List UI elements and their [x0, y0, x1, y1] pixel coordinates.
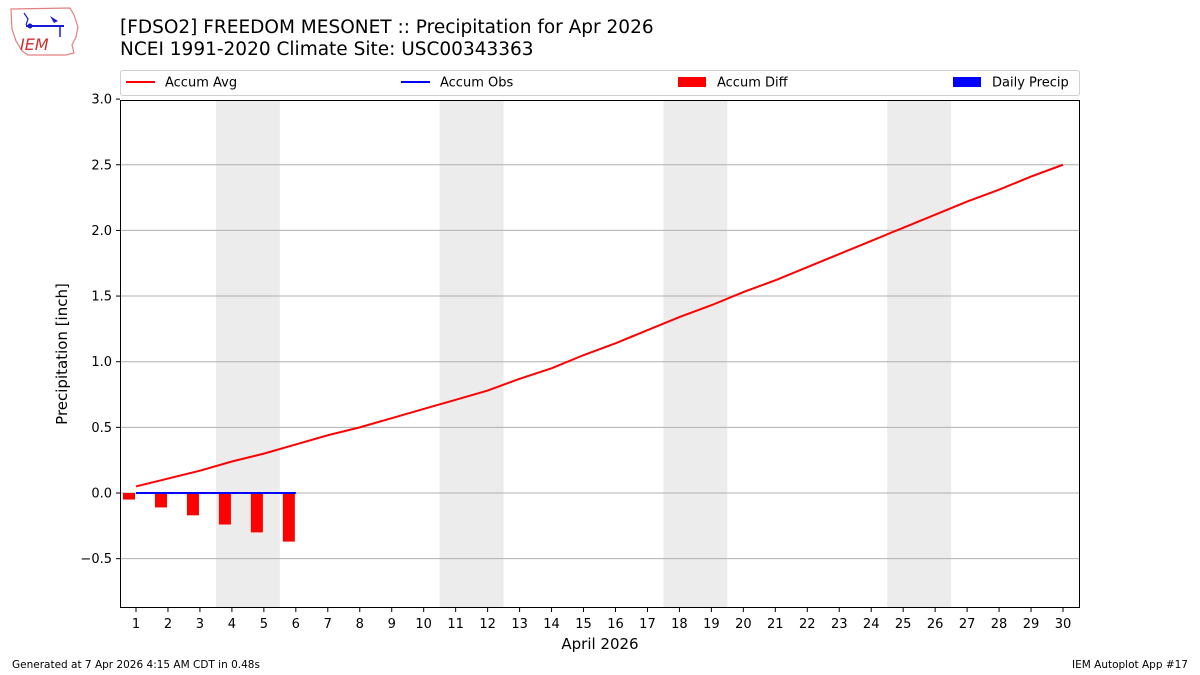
x-tick-label: 23 — [831, 617, 848, 632]
x-tick-label: 17 — [639, 617, 656, 632]
y-tick-label: 1.5 — [91, 290, 112, 305]
x-tick-label: 7 — [324, 617, 332, 632]
x-tick-label: 22 — [799, 617, 816, 632]
y-tick-label: −0.5 — [80, 552, 112, 567]
x-tick-label: 16 — [607, 617, 624, 632]
x-tick-label: 21 — [767, 617, 784, 632]
x-tick-label: 27 — [959, 617, 976, 632]
x-tick-label: 13 — [511, 617, 528, 632]
accum-diff-bar — [154, 493, 167, 508]
grid-lines — [121, 164, 1079, 560]
chart-title-line2: NCEI 1991-2020 Climate Site: USC00343363 — [120, 39, 534, 60]
x-axis-label: April 2026 — [561, 635, 638, 653]
y-tick-label: 0.5 — [91, 421, 112, 436]
x-tick-label: 4 — [228, 617, 236, 632]
app-label: IEM Autoplot App #17 — [1072, 659, 1188, 671]
x-tick-label: 14 — [543, 617, 560, 632]
y-tick-label: 0.0 — [91, 487, 112, 502]
legend-item-daily-precip: Daily Precip — [953, 76, 1069, 91]
x-tick-label: 12 — [479, 617, 496, 632]
y-tick-label: 2.0 — [91, 224, 112, 239]
weekend-shading — [215, 101, 952, 607]
y-tick-label: 3.0 — [91, 93, 112, 108]
accum-avg-line — [135, 163, 1064, 488]
x-tick-label: 6 — [292, 617, 300, 632]
x-tick-label: 11 — [447, 617, 464, 632]
generated-timestamp: Generated at 7 Apr 2026 4:15 AM CDT in 0… — [12, 659, 260, 671]
legend-item-accum-diff: Accum Diff — [678, 76, 789, 91]
x-tick-label: 1 — [132, 617, 140, 632]
iem-logo: IEM — [8, 5, 80, 59]
x-tick-label: 10 — [415, 617, 432, 632]
x-tick-label: 29 — [1023, 617, 1040, 632]
accum-diff-bars — [123, 493, 295, 542]
x-tick-label: 15 — [575, 617, 592, 632]
x-axis-ticks: 1 2 3 4 5 6 7 8 9 10 11 12 13 14 15 16 17 18 19 20 21 22 23 24 2… — [132, 608, 1071, 632]
legend: Accum Avg Accum Obs Accum Diff Daily Precip — [120, 70, 1080, 96]
logo-text: IEM — [20, 35, 49, 54]
weekend-band — [663, 101, 728, 607]
y-axis-label: Precipitation [inch] — [53, 283, 71, 425]
x-tick-label: 28 — [991, 617, 1008, 632]
legend-item-accum-obs: Accum Obs — [401, 76, 513, 91]
svg-text:Accum Obs: Accum Obs — [440, 76, 513, 91]
chart-title: [FDSO2] FREEDOM MESONET :: Precipitation… — [120, 17, 654, 61]
accum-diff-bar — [282, 493, 295, 542]
x-tick-label: 5 — [260, 617, 268, 632]
svg-text:Accum Diff: Accum Diff — [717, 76, 789, 91]
plot-frame — [120, 100, 1080, 608]
x-tick-label: 24 — [863, 617, 880, 632]
x-tick-label: 20 — [735, 617, 752, 632]
x-tick-label: 26 — [927, 617, 944, 632]
x-tick-label: 3 — [196, 617, 204, 632]
svg-text:Daily Precip: Daily Precip — [992, 76, 1069, 91]
x-tick-label: 8 — [356, 617, 364, 632]
x-tick-label: 18 — [671, 617, 688, 632]
weekend-band — [887, 101, 952, 607]
x-tick-label: 25 — [895, 617, 912, 632]
accum-diff-bar — [218, 493, 231, 525]
accum-diff-bar — [186, 493, 199, 516]
svg-text:Accum Avg: Accum Avg — [165, 76, 237, 91]
chart-title-line1: [FDSO2] FREEDOM MESONET :: Precipitation… — [120, 17, 654, 38]
y-tick-label: 1.0 — [91, 355, 112, 370]
y-axis-ticks: −0.5 0.0 0.5 1.0 1.5 2.0 2.5 3.0 — [80, 93, 120, 567]
y-tick-label: 2.5 — [91, 158, 112, 173]
legend-item-accum-avg: Accum Avg — [126, 76, 237, 91]
x-tick-label: 9 — [388, 617, 396, 632]
x-tick-label: 2 — [164, 617, 172, 632]
accum-diff-bar — [250, 493, 263, 533]
x-tick-label: 30 — [1055, 617, 1072, 632]
x-tick-label: 19 — [703, 617, 720, 632]
weekend-band — [215, 101, 280, 607]
weekend-band — [439, 101, 504, 607]
accum-diff-bar — [123, 493, 135, 500]
